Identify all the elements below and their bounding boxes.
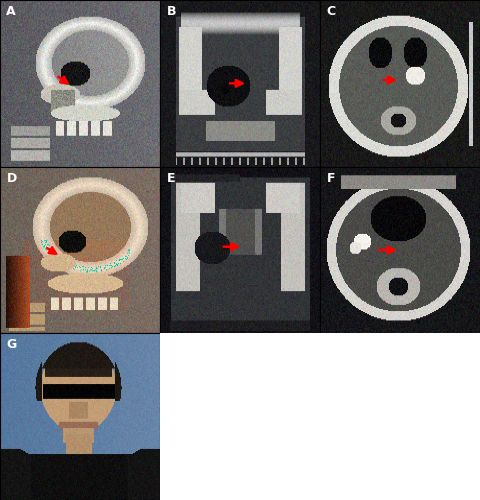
Text: G: G xyxy=(6,338,17,351)
Text: A: A xyxy=(6,5,16,18)
Text: B: B xyxy=(167,5,176,18)
Text: F: F xyxy=(326,172,335,184)
Text: C: C xyxy=(326,5,336,18)
Text: E: E xyxy=(167,172,175,184)
Text: D: D xyxy=(6,172,17,184)
